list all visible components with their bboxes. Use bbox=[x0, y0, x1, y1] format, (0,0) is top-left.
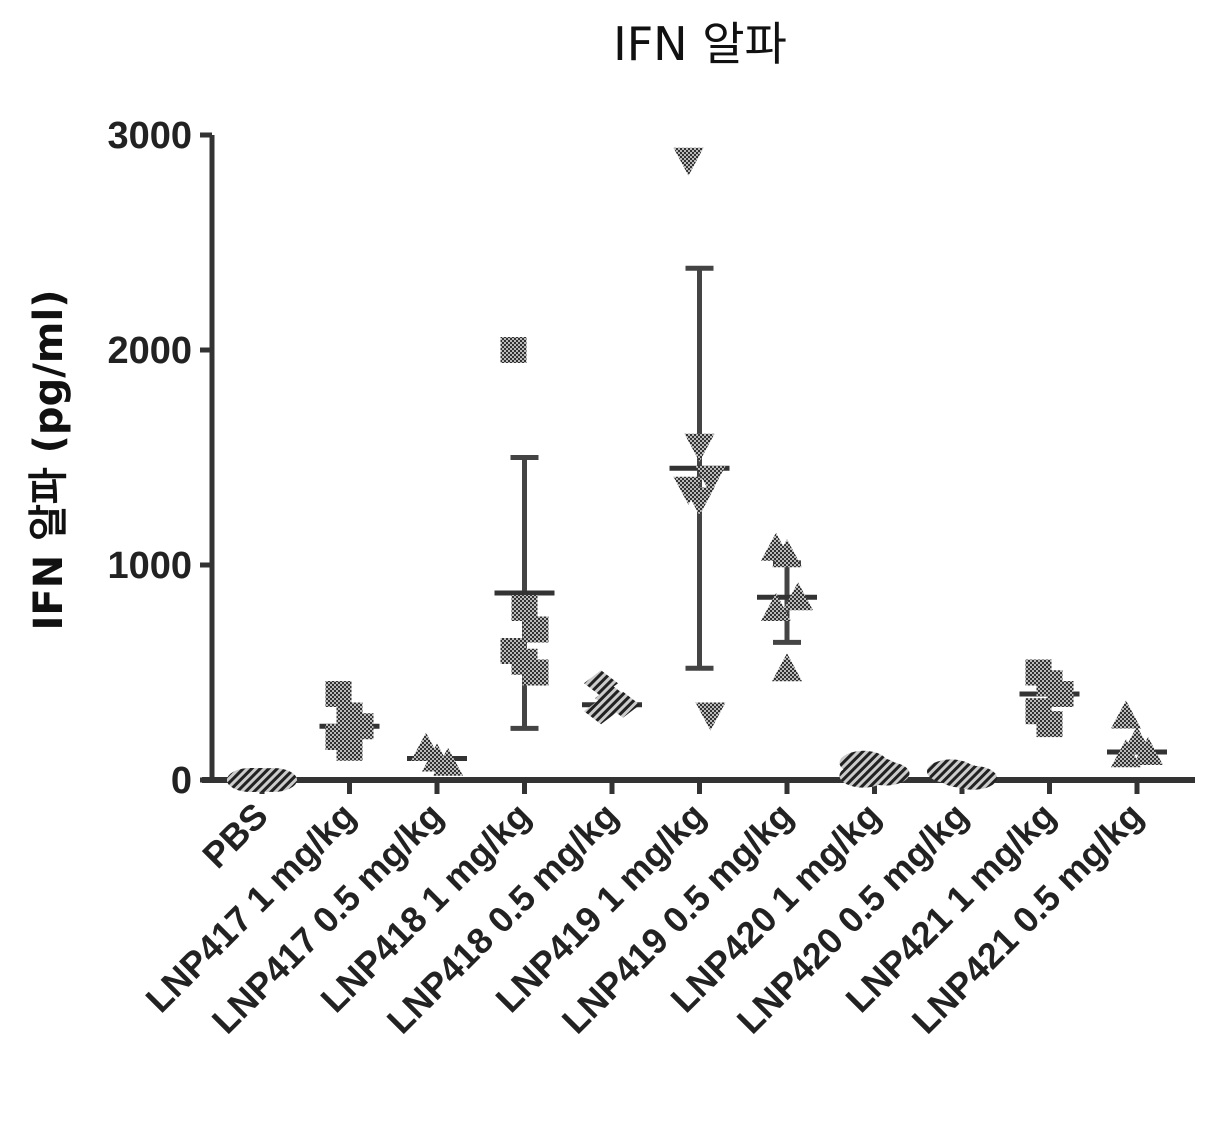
point-6-1 bbox=[772, 539, 802, 568]
point-3-2 bbox=[522, 616, 549, 643]
point-5-4 bbox=[684, 487, 715, 516]
point-1-4 bbox=[336, 734, 363, 761]
point-6-3 bbox=[761, 593, 791, 621]
y-axis-label: IFN 알파 (pg/ml) bbox=[26, 290, 72, 631]
y-tick-label-2: 2000 bbox=[107, 330, 192, 372]
axes bbox=[202, 135, 1195, 794]
point-6-4 bbox=[772, 653, 802, 682]
data-points bbox=[227, 147, 1163, 792]
chart-title: IFN 알파 bbox=[613, 17, 787, 71]
point-7-3 bbox=[839, 763, 888, 788]
y-tick-label-3: 3000 bbox=[107, 115, 192, 157]
point-5-2 bbox=[695, 466, 726, 494]
point-10-2 bbox=[1133, 737, 1163, 766]
point-3-0 bbox=[500, 337, 527, 363]
point-9-4 bbox=[1036, 711, 1063, 738]
point-5-5 bbox=[695, 702, 726, 731]
x-tick-label-0: PBS bbox=[194, 795, 275, 876]
point-4-3 bbox=[584, 698, 618, 725]
point-10-0 bbox=[1111, 700, 1141, 729]
point-10-3 bbox=[1111, 739, 1141, 768]
y-ticks: 0 1000 2000 3000 bbox=[107, 115, 212, 802]
point-6-2 bbox=[783, 582, 813, 611]
point-9-2 bbox=[1047, 681, 1074, 707]
point-5-0 bbox=[673, 147, 704, 176]
point-5-1 bbox=[684, 433, 715, 462]
y-tick-label-0: 0 bbox=[171, 760, 192, 802]
point-0-4 bbox=[238, 768, 286, 792]
point-2-2 bbox=[433, 747, 463, 776]
y-tick-label-1: 1000 bbox=[107, 545, 192, 587]
point-8-2 bbox=[949, 765, 997, 790]
point-3-5 bbox=[522, 659, 549, 686]
